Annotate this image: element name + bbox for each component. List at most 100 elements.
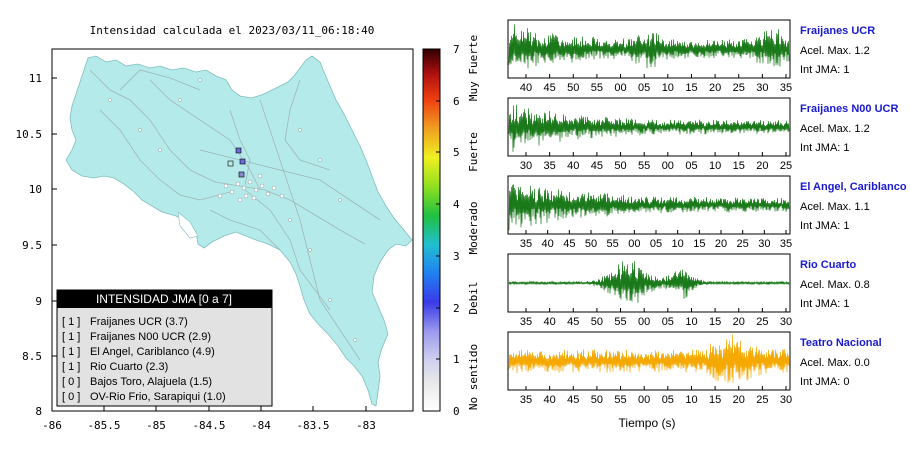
trace-tick-label: 25 bbox=[756, 316, 768, 328]
trace-tick-label: 50 bbox=[591, 316, 603, 328]
colorbar-category: Fuerte bbox=[467, 132, 480, 172]
legend-item-level: [ 1 ] bbox=[62, 316, 80, 328]
y-tick-label: 10.5 bbox=[16, 128, 43, 141]
station-marker[interactable] bbox=[238, 171, 245, 178]
trace-tick-label: 35 bbox=[520, 316, 532, 328]
legend-item-name: Bajos Toro, Alajuela (1.5) bbox=[90, 376, 212, 388]
trace-tick-label: 50 bbox=[567, 82, 579, 94]
trace-tick-label: 35 bbox=[520, 238, 532, 250]
trace-tick-label: 00 bbox=[638, 316, 650, 328]
trace-tick-label: 45 bbox=[591, 160, 603, 172]
legend-item-level: [ 1 ] bbox=[62, 346, 80, 358]
station-marker[interactable] bbox=[239, 158, 246, 165]
trace-tick-label: 30 bbox=[520, 160, 532, 172]
time-axis-label: Tiempo (s) bbox=[619, 416, 676, 430]
intensity-colorbar: 7 6 5 4 3 2 1 0 Muy Fuerte Fuerte Modera… bbox=[422, 35, 480, 418]
y-tick-label: 9.5 bbox=[22, 239, 42, 252]
trace-tick-label: 35 bbox=[520, 394, 532, 406]
trace-panel: 35 40 45 50 55 00 05 10 15 20 25 30 Teatro Nacional A… bbox=[507, 331, 882, 406]
legend-item-level: [ 1 ] bbox=[62, 331, 80, 343]
trace-tick-label: 20 bbox=[715, 238, 727, 250]
trace-tick-label: 05 bbox=[662, 394, 674, 406]
trace-tick-label: 25 bbox=[756, 394, 768, 406]
colorbar-tick-label: 5 bbox=[453, 146, 460, 159]
trace-tick-label: 05 bbox=[638, 82, 650, 94]
station-acel: Acel. Max. 1.1 bbox=[800, 201, 870, 213]
trace-tick-label: 05 bbox=[662, 316, 674, 328]
trace-tick-label: 50 bbox=[591, 394, 603, 406]
trace-tick-label: 25 bbox=[780, 160, 792, 172]
waveform-line bbox=[508, 24, 790, 69]
legend-header bbox=[57, 290, 272, 308]
trace-tick-label: 35 bbox=[780, 238, 792, 250]
trace-tick-label: 10 bbox=[672, 238, 684, 250]
trace-tick-label: 20 bbox=[733, 316, 745, 328]
map-ticks bbox=[51, 77, 367, 411]
legend-item-name: OV-Rio Frio, Sarapiqui (1.0) bbox=[90, 391, 226, 403]
legend-item-level: [ 1 ] bbox=[62, 361, 80, 373]
trace-tick-label: 00 bbox=[628, 238, 640, 250]
x-tick-label: -84 bbox=[251, 419, 271, 432]
trace-tick-label: 15 bbox=[709, 316, 721, 328]
trace-tick-label: 35 bbox=[780, 82, 792, 94]
trace-tick-label: 10 bbox=[709, 160, 721, 172]
colorbar-tick-label: 2 bbox=[453, 302, 460, 315]
intensity-legend: INTENSIDAD JMA [0 a 7] [ 1 ] Fraijanes U… bbox=[56, 289, 273, 407]
trace-tick-label: 30 bbox=[780, 316, 792, 328]
station-marker[interactable] bbox=[227, 160, 234, 167]
waveform-line bbox=[508, 261, 790, 303]
x-tick-label: -84.5 bbox=[192, 419, 225, 432]
station-acel: Acel. Max. 1.2 bbox=[800, 45, 870, 57]
trace-tick-label: 20 bbox=[733, 394, 745, 406]
trace-tick-label: 15 bbox=[709, 394, 721, 406]
colorbar-tick-label: 6 bbox=[453, 95, 460, 108]
legend-item-name: Rio Cuarto (2.3) bbox=[90, 361, 168, 373]
trace-tick-label: 15 bbox=[693, 238, 705, 250]
map-y-axis: 11 10.5 10 9.5 9 8.5 8 bbox=[16, 72, 43, 418]
trace-tick-label: 00 bbox=[614, 82, 626, 94]
seismic-stations[interactable] bbox=[227, 147, 246, 178]
station-marker[interactable] bbox=[235, 147, 242, 154]
trace-tick-label: 05 bbox=[650, 238, 662, 250]
x-tick-label: -83.5 bbox=[296, 419, 329, 432]
trace-tick-label: 25 bbox=[737, 238, 749, 250]
colorbar-tick-label: 1 bbox=[453, 353, 460, 366]
y-tick-label: 9 bbox=[35, 295, 42, 308]
trace-tick-label: 25 bbox=[733, 82, 745, 94]
station-acel: Acel. Max. 1.2 bbox=[800, 123, 870, 135]
legend-item-name: Fraijanes N00 UCR (2.9) bbox=[90, 331, 211, 343]
trace-tick-label: 45 bbox=[567, 394, 579, 406]
station-name: El Angel, Cariblanco bbox=[800, 181, 907, 193]
station-acel: Acel. Max. 0.8 bbox=[800, 279, 870, 291]
trace-tick-label: 30 bbox=[758, 238, 770, 250]
trace-tick-label: 30 bbox=[780, 394, 792, 406]
x-tick-label: -85.5 bbox=[87, 419, 120, 432]
legend-item-name: El Angel, Cariblanco (4.9) bbox=[90, 346, 215, 358]
trace-tick-label: 00 bbox=[638, 394, 650, 406]
trace-tick-label: 10 bbox=[662, 82, 674, 94]
road-network bbox=[89, 69, 381, 361]
trace-tick-label: 05 bbox=[685, 160, 697, 172]
trace-panel: 30 35 40 45 50 55 00 05 10 15 20 25 Fraijanes N00 UC… bbox=[507, 97, 898, 172]
trace-tick-label: 55 bbox=[607, 238, 619, 250]
trace-tick-label: 15 bbox=[733, 160, 745, 172]
trace-tick-label: 55 bbox=[638, 160, 650, 172]
trace-tick-label: 45 bbox=[567, 316, 579, 328]
page-title: Intensidad calculada el 2023/03/11_06:18… bbox=[90, 24, 375, 37]
trace-tick-label: 55 bbox=[591, 82, 603, 94]
trace-tick-label: 50 bbox=[585, 238, 597, 250]
trace-tick-label: 40 bbox=[544, 316, 556, 328]
station-jma: Int JMA: 1 bbox=[800, 298, 850, 310]
station-acel: Acel. Max. 0.0 bbox=[800, 357, 870, 369]
colorbar-category: Muy Fuerte bbox=[467, 35, 480, 101]
x-tick-label: -86 bbox=[42, 419, 62, 432]
colorbar-category: Moderado bbox=[467, 202, 480, 255]
trace-tick-label: 40 bbox=[542, 238, 554, 250]
trace-tick-label: 45 bbox=[563, 238, 575, 250]
station-jma: Int JMA: 1 bbox=[800, 142, 850, 154]
trace-tick-label: 50 bbox=[614, 160, 626, 172]
colorbar-category: Debil bbox=[467, 281, 480, 314]
station-jma: Int JMA: 0 bbox=[800, 376, 850, 388]
trace-tick-label: 55 bbox=[614, 394, 626, 406]
